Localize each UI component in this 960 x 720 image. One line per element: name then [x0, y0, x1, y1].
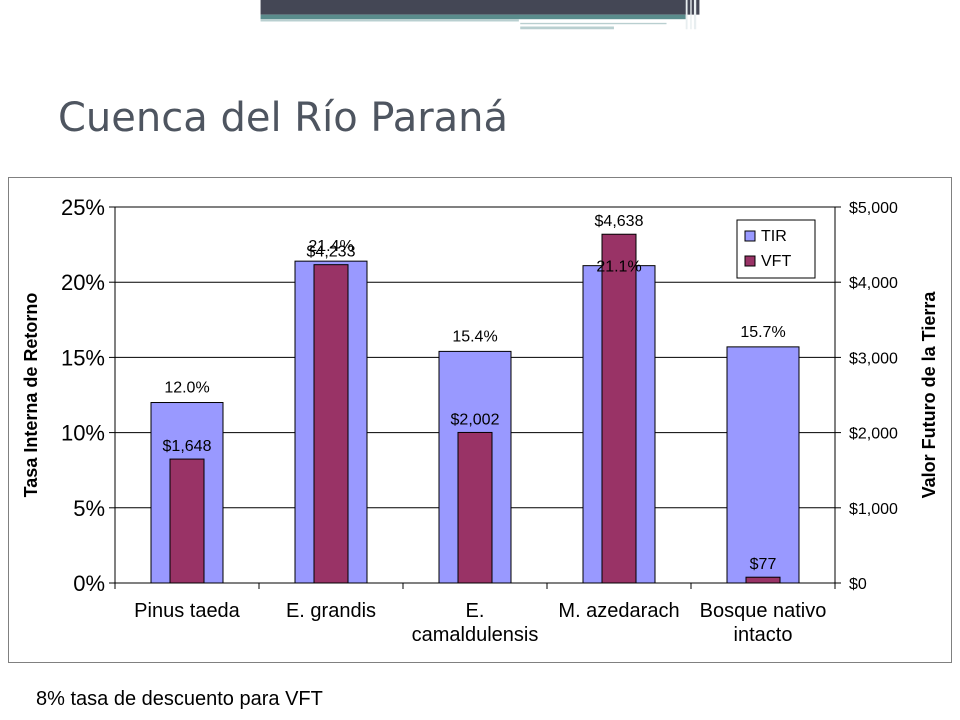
category-label: intacto [734, 624, 793, 646]
chart-frame: 0% 5% 10% 15% 20% 25% $0 $1,000 $2,000 $3,000 $4,0… [8, 177, 952, 663]
header-light-stripe [260, 19, 519, 22]
legend-swatch-vft [744, 255, 756, 267]
category-label: M. azedarach [558, 600, 679, 622]
vft-data-label: $4,638 [595, 213, 644, 230]
left-axis-title: Tasa Interna de Retorno [21, 293, 41, 498]
combo-bar-chart: 0% 5% 10% 15% 20% 25% $0 $1,000 $2,000 $3,000 $4,0… [21, 195, 939, 646]
left-tick-label: 5% [73, 496, 105, 521]
category-label: Bosque nativo [700, 600, 827, 622]
left-tick-label: 20% [61, 270, 105, 295]
vft-data-label: $4,233 [307, 244, 356, 261]
legend-label-vft: VFT [761, 253, 791, 270]
vft-bar [601, 233, 637, 584]
legend-label-tir: TIR [761, 228, 787, 245]
legend-swatch-tir [744, 230, 756, 242]
tir-data-label: 21.1% [596, 259, 641, 276]
slide-title: Cuenca del Río Paraná [58, 95, 509, 141]
tir-data-label: 21.4% [308, 238, 353, 255]
tir-data-label: 15.7% [740, 324, 785, 341]
category-label: E. [466, 600, 485, 622]
tir-data-label: 12.0% [164, 380, 209, 397]
footnote: 8% tasa de descuento para VFT [36, 688, 323, 710]
left-tick-label: 25% [61, 195, 105, 220]
vft-data-label: $77 [750, 556, 777, 573]
vft-data-label: $2,002 [451, 411, 500, 428]
header-teal-stripe [260, 14, 686, 20]
category-label: camaldulensis [412, 624, 539, 646]
vft-bar [745, 576, 781, 584]
vft-data-label: $1,648 [163, 438, 212, 455]
right-tick-label: $2,000 [849, 426, 898, 443]
right-tick-label: $5,000 [849, 200, 898, 217]
vft-bar [313, 264, 349, 584]
right-tick-label: $0 [849, 576, 867, 593]
left-tick-label: 0% [73, 571, 105, 596]
right-tick-label: $3,000 [849, 350, 898, 367]
left-tick-label: 15% [61, 345, 105, 370]
vft-bar [457, 431, 493, 584]
tir-bar [726, 346, 800, 584]
header-accent-bars-2 [690, 0, 692, 30]
category-label: Pinus taeda [134, 600, 241, 622]
right-tick-label: $1,000 [849, 501, 898, 518]
header-accent-bars [685, 0, 688, 30]
header-light-stripe-3 [520, 26, 614, 30]
legend-box [736, 219, 816, 279]
header-band [260, 0, 700, 30]
right-tick-label: $4,000 [849, 275, 898, 292]
header-accent-bars-3 [693, 0, 697, 30]
left-tick-label: 10% [61, 421, 105, 446]
tir-data-label: 15.4% [452, 328, 497, 345]
header-light-stripe-2 [520, 22, 667, 25]
right-axis-title: Valor Futuro de la Tierra [919, 291, 939, 499]
vft-bar [169, 458, 205, 584]
category-label: E. grandis [286, 600, 376, 622]
header-dark-band [260, 0, 700, 15]
